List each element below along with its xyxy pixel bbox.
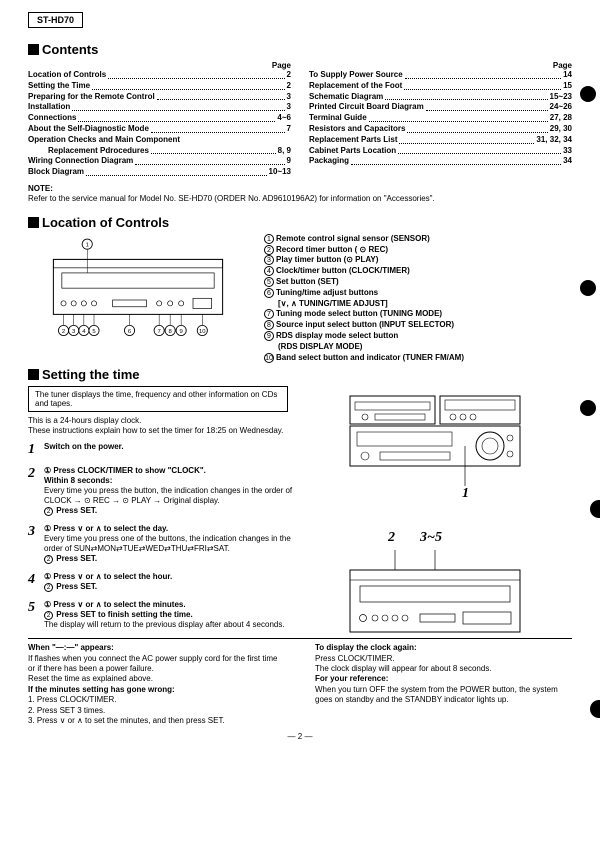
- svg-text:10: 10: [199, 329, 206, 335]
- svg-text:7: 7: [158, 329, 161, 335]
- svg-text:6: 6: [128, 329, 132, 335]
- wrong-body: 1. Press CLOCK/TIMER.2. Press SET 3 time…: [28, 695, 225, 725]
- svg-text:4: 4: [82, 329, 86, 335]
- note-text: Refer to the service manual for Model No…: [28, 194, 435, 203]
- toc-row: Location of Controls2: [28, 70, 291, 81]
- svg-text:9: 9: [180, 329, 183, 335]
- fig-label-2: 2: [388, 530, 395, 546]
- device-figure: 1 2 3 4 5 6 7 8 9 10: [28, 234, 248, 364]
- controls-list: 1Remote control signal sensor (SENSOR)2R…: [264, 234, 464, 364]
- toc-row: About the Self-Diagnostic Mode7: [28, 124, 291, 135]
- svg-text:1: 1: [86, 242, 89, 248]
- setting-intro: This is a 24-hours display clock. These …: [28, 416, 288, 436]
- setting-intro-2: These instructions explain how to set th…: [28, 426, 283, 435]
- toc-row: Replacement of the Foot15: [309, 81, 572, 92]
- note-label: NOTE:: [28, 184, 53, 193]
- bottom-notes: When "—:—" appears: If flashes when you …: [28, 643, 572, 726]
- toc-row: Block Diagram10~13: [28, 167, 291, 178]
- toc-row: Setting the Time2: [28, 81, 291, 92]
- toc-row: Cabinet Parts Location33: [309, 146, 572, 157]
- contents-heading: Contents: [28, 42, 572, 57]
- margin-tab: [590, 700, 600, 718]
- when-title: When "—:—" appears:: [28, 643, 114, 652]
- disp-body: Press CLOCK/TIMER.The clock display will…: [315, 654, 492, 673]
- toc: PageLocation of Controls2Setting the Tim…: [28, 61, 572, 178]
- toc-row: Replacement Pdrocedures8, 9: [28, 146, 291, 157]
- note-block: NOTE: Refer to the service manual for Mo…: [28, 184, 572, 205]
- toc-row: Wiring Connection Diagram9: [28, 156, 291, 167]
- svg-text:8: 8: [169, 329, 173, 335]
- fig-label-1: 1: [462, 486, 469, 502]
- toc-row: Replacement Parts List31, 32, 34: [309, 135, 572, 146]
- location-heading: Location of Controls: [28, 215, 572, 230]
- toc-row: Schematic Diagram15~23: [309, 92, 572, 103]
- margin-dot: [580, 400, 596, 416]
- setting-infobox: The tuner displays the time, frequency a…: [28, 386, 288, 412]
- stack-figure: [335, 394, 535, 489]
- wrong-title: If the minutes setting has gone wrong:: [28, 685, 175, 694]
- toc-row: Resistors and Capacitors29, 30: [309, 124, 572, 135]
- model-label: ST-HD70: [28, 12, 83, 28]
- fig-label-3: 3~5: [420, 530, 442, 546]
- margin-dot: [580, 86, 596, 102]
- toc-row: Connections4~6: [28, 113, 291, 124]
- page-number: — 2 —: [28, 732, 572, 741]
- setting-heading: Setting the time: [28, 367, 572, 382]
- ref-title: For your reference:: [315, 674, 388, 683]
- toc-row: Operation Checks and Main Component: [28, 135, 291, 146]
- svg-text:5: 5: [92, 329, 96, 335]
- svg-text:2: 2: [62, 329, 65, 335]
- margin-dot: [580, 280, 596, 296]
- toc-row: Printed Circuit Board Diagram24~26: [309, 102, 572, 113]
- toc-row: Preparing for the Remote Control3: [28, 92, 291, 103]
- when-body: If flashes when you connect the AC power…: [28, 654, 277, 684]
- margin-tab: [590, 500, 600, 518]
- toc-row: Packaging34: [309, 156, 572, 167]
- toc-row: Installation3: [28, 102, 291, 113]
- unit-figure: [335, 542, 535, 647]
- toc-row: To Supply Power Source14: [309, 70, 572, 81]
- ref-body: When you turn OFF the system from the PO…: [315, 685, 558, 704]
- setting-intro-1: This is a 24-hours display clock.: [28, 416, 141, 425]
- svg-text:3: 3: [72, 329, 76, 335]
- toc-row: Terminal Guide27, 28: [309, 113, 572, 124]
